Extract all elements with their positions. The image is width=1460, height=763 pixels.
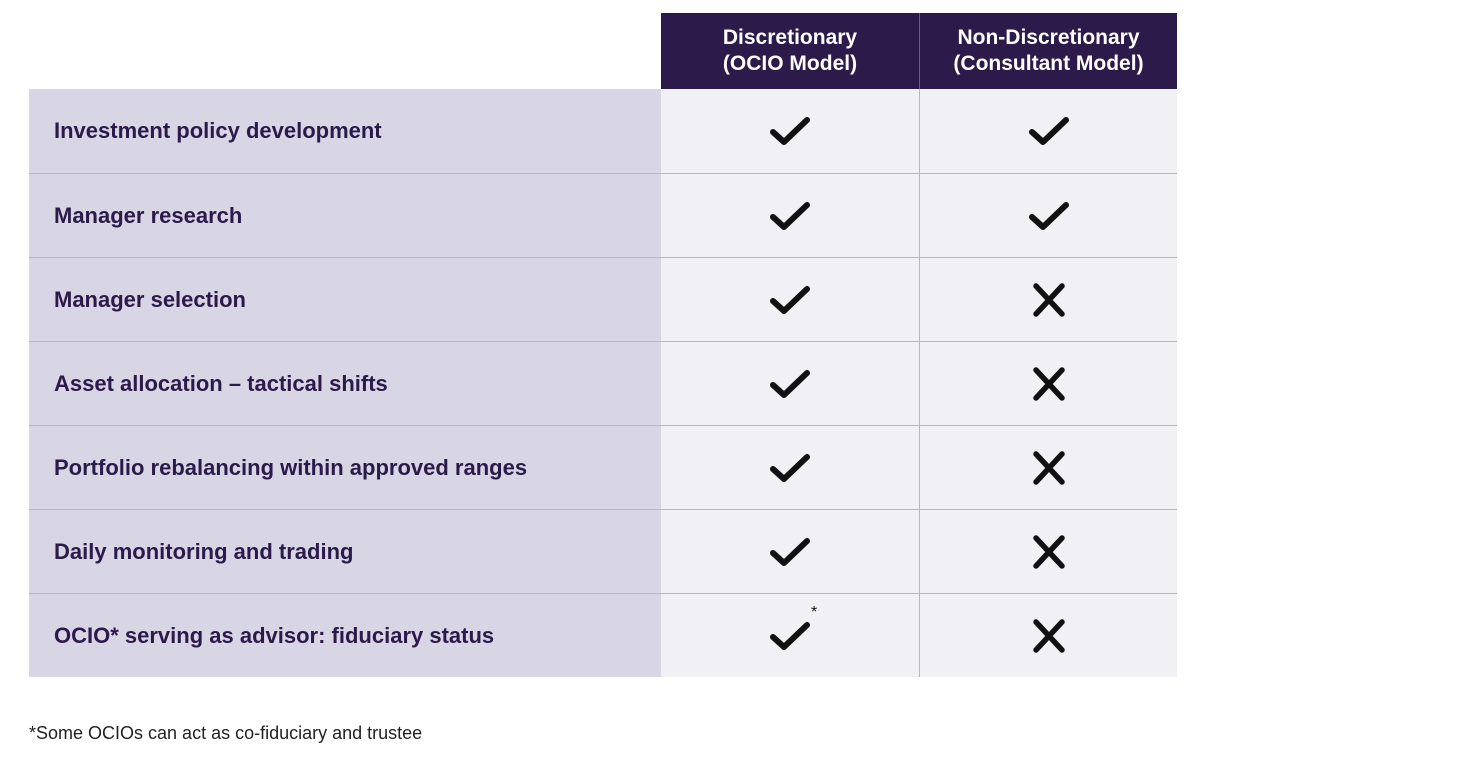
table-row: Manager selection [29,257,1177,341]
check-icon [770,451,810,485]
table-row: Portfolio rebalancing within approved ra… [29,425,1177,509]
check-icon [770,367,810,401]
non-discretionary-cell [919,594,1177,677]
discretionary-cell [661,174,919,257]
discretionary-cell [661,510,919,593]
non-discretionary-cell [919,174,1177,257]
row-label: Manager research [29,174,661,257]
column-header-non-discretionary: Non-Discretionary (Consultant Model) [919,13,1177,89]
column-header-line1: Non-Discretionary [957,26,1140,49]
row-label: Asset allocation – tactical shifts [29,342,661,425]
cross-icon [1032,450,1066,486]
non-discretionary-cell [919,89,1177,173]
check-icon [770,535,810,569]
discretionary-cell [661,426,919,509]
table-row: Asset allocation – tactical shifts [29,341,1177,425]
check-icon [1028,114,1069,148]
non-discretionary-cell [919,258,1177,341]
check-icon [1028,199,1069,233]
footnote-marker: * [811,604,818,621]
column-header-discretionary: Discretionary (OCIO Model) [661,13,919,89]
column-header-line2: (OCIO Model) [722,52,858,75]
table-row: Daily monitoring and trading [29,509,1177,593]
comparison-table: Investment policy development Manager res… [29,89,1177,677]
cross-icon [1032,618,1066,654]
non-discretionary-cell [919,426,1177,509]
check-icon [770,619,810,653]
discretionary-cell [661,342,919,425]
non-discretionary-cell [919,342,1177,425]
discretionary-cell [661,258,919,341]
non-discretionary-cell [919,510,1177,593]
table-row: Investment policy development [29,89,1177,173]
column-header-line2: (Consultant Model) [953,52,1144,75]
footnote: *Some OCIOs can act as co-fiduciary and … [29,723,423,743]
discretionary-cell [661,89,919,173]
discretionary-cell: * [661,594,919,677]
check-icon [770,199,810,233]
cross-icon [1032,366,1066,402]
check-icon [770,283,810,317]
row-label: Manager selection [29,258,661,341]
row-label: Daily monitoring and trading [29,510,661,593]
row-label: Portfolio rebalancing within approved ra… [29,426,661,509]
row-label: OCIO* serving as advisor: fiduciary stat… [29,594,661,677]
table-row: Manager research [29,173,1177,257]
table-row: OCIO* serving as advisor: fiduciary stat… [29,593,1177,677]
cross-icon [1032,534,1066,570]
column-header-line1: Discretionary [722,26,858,49]
cross-icon [1032,282,1066,318]
check-icon [770,114,810,148]
row-label: Investment policy development [29,89,661,173]
